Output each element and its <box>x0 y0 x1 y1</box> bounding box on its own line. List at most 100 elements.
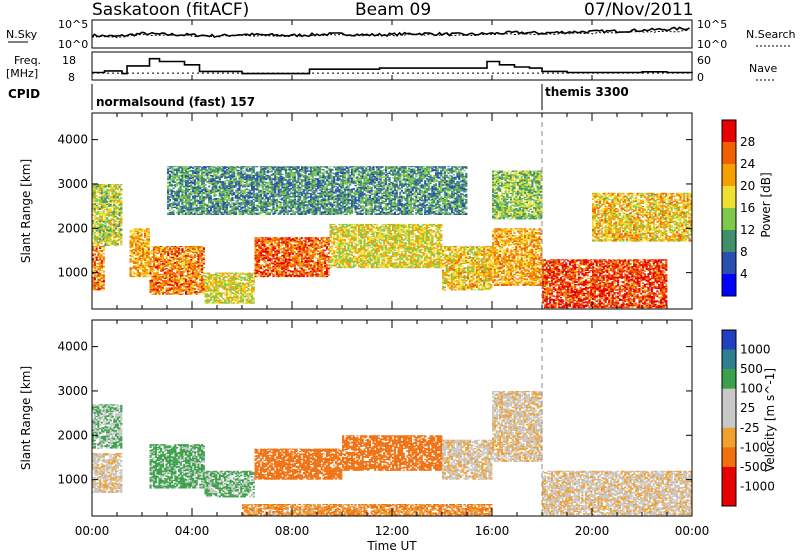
cell-6 <box>408 251 411 254</box>
cell-7 <box>465 280 468 282</box>
cell-1 <box>106 196 109 199</box>
cell-6 <box>399 246 402 248</box>
cell-6 <box>397 266 400 269</box>
cell-1 <box>107 222 111 225</box>
cell-3 <box>197 292 200 295</box>
cell-3 <box>188 278 191 280</box>
cell-5 <box>293 257 296 259</box>
cell-6 <box>418 254 421 257</box>
cell-4 <box>218 299 221 301</box>
cell-4 <box>236 295 239 298</box>
cell-4 <box>204 292 207 294</box>
cell-1 <box>99 238 102 241</box>
cell-5 <box>299 275 302 278</box>
cell-7 <box>472 283 475 285</box>
cell-4 <box>247 275 250 278</box>
cell-6 <box>333 264 336 267</box>
cell-3 <box>185 258 188 260</box>
cell-5 <box>304 257 307 259</box>
cell-3 <box>174 292 177 294</box>
cell-1 <box>114 206 118 209</box>
cell-7 <box>443 276 446 278</box>
cell-5 <box>261 264 264 267</box>
cell-5 <box>274 246 277 248</box>
cell-1 <box>100 197 103 200</box>
cell-5 <box>275 255 279 257</box>
cell-7 <box>461 253 464 255</box>
cell-3 <box>174 258 177 260</box>
cell-6 <box>415 223 418 226</box>
cell-3 <box>181 289 184 291</box>
cell-5 <box>263 267 266 269</box>
cell-3 <box>176 291 179 293</box>
cell-1 <box>106 234 109 237</box>
cell-5 <box>290 274 293 276</box>
cell-4 <box>204 289 207 291</box>
cell-2 <box>129 242 132 245</box>
cell-1 <box>99 211 102 214</box>
cell-0 <box>95 256 98 259</box>
cell-6 <box>375 236 379 239</box>
cell-6 <box>375 261 379 264</box>
cell-7 <box>443 279 446 281</box>
cell-3 <box>179 279 182 281</box>
cell-7 <box>443 262 446 265</box>
cell-3 <box>165 246 168 247</box>
cell-4 <box>213 282 216 284</box>
cell-1 <box>114 202 118 204</box>
cell-4 <box>245 273 248 276</box>
cell-5 <box>295 244 298 247</box>
cell-5 <box>311 262 314 264</box>
cell-2 <box>136 253 139 256</box>
cell-6 <box>425 223 429 225</box>
cell-2 <box>144 273 147 276</box>
cell-5 <box>290 259 293 261</box>
cell-6 <box>418 263 421 266</box>
cell-6 <box>342 263 345 266</box>
cell-7 <box>443 256 446 259</box>
cell-3 <box>185 275 188 278</box>
cell-3 <box>181 268 184 270</box>
cell-3 <box>163 264 166 267</box>
cell-5 <box>267 241 270 244</box>
cell-5 <box>299 247 302 250</box>
cell-5 <box>324 272 327 275</box>
cell-6 <box>349 254 352 256</box>
cell-6 <box>363 239 366 242</box>
cell-5 <box>279 237 282 239</box>
cell-3 <box>176 257 179 259</box>
cell-5 <box>281 258 284 260</box>
cell-6 <box>338 226 341 229</box>
cell-6 <box>383 226 386 228</box>
cell-0 <box>100 250 104 253</box>
cell-7 <box>474 281 477 284</box>
cell-7 <box>472 252 475 255</box>
cell-5 <box>295 248 298 251</box>
cell-7 <box>470 269 473 272</box>
cell-5 <box>268 244 271 247</box>
cell-5 <box>261 256 264 258</box>
cell-5 <box>286 261 289 263</box>
cell-5 <box>308 258 311 261</box>
cell-7 <box>447 246 450 249</box>
cell-3 <box>161 259 165 261</box>
cell-5 <box>325 237 329 239</box>
cell-1 <box>100 239 103 242</box>
cell-2 <box>131 239 134 242</box>
cell-5 <box>272 265 275 268</box>
cell-6 <box>340 248 343 250</box>
cell-7 <box>449 268 452 270</box>
cell-7 <box>465 261 468 263</box>
cell-6 <box>383 257 386 260</box>
cell-6 <box>429 228 432 231</box>
cell-6 <box>425 242 429 245</box>
cell-3 <box>154 272 157 274</box>
cell-7 <box>467 268 470 270</box>
cell-6 <box>436 223 439 225</box>
cell-6 <box>338 263 341 267</box>
cell-5 <box>275 253 279 256</box>
cell-6 <box>375 244 379 247</box>
cell-5 <box>256 239 259 242</box>
cell-7 <box>465 267 468 269</box>
cell-6 <box>415 248 418 250</box>
